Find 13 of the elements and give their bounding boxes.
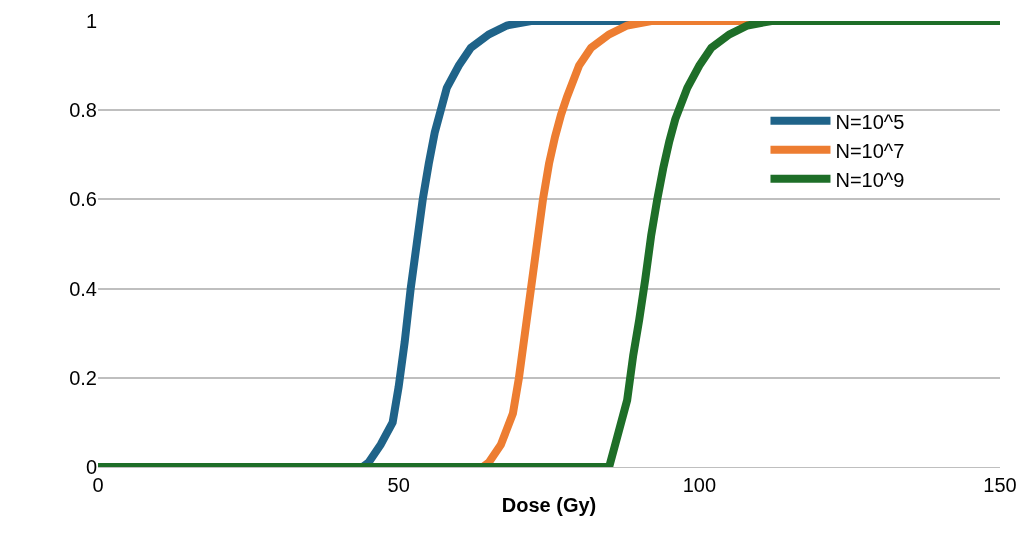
y-tick-label: 0.8 (69, 99, 97, 122)
x-tick-label: 100 (682, 474, 717, 496)
legend-label: N=10^7 (835, 139, 905, 162)
y-tick-label: 0 (85, 456, 97, 478)
x-tick-label: 50 (387, 474, 410, 496)
y-tick-label: 0.2 (69, 366, 97, 389)
y-tick-label: 0.6 (69, 188, 97, 211)
y-tick-label: 0.4 (69, 277, 97, 300)
x-tick-label: 150 (983, 474, 1017, 496)
legend-label: N=10^9 (835, 168, 905, 191)
legend-label: N=10^5 (835, 110, 905, 133)
x-axis-title: Dose (Gy) (501, 493, 597, 516)
y-tick-label: 1 (85, 10, 97, 32)
